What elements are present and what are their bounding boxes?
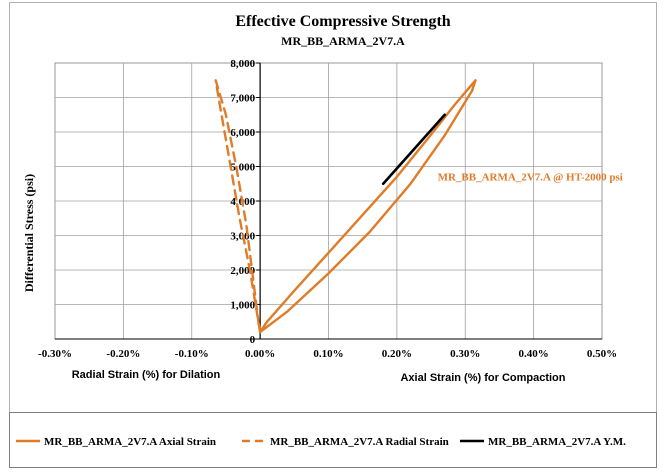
legend-box bbox=[9, 412, 657, 468]
x-tick-label: 0.40% bbox=[519, 348, 549, 360]
y-tick-label: 7,000 bbox=[230, 93, 255, 105]
legend-label-2: MR_BB_ARMA_2V7.A Radial Strain bbox=[270, 436, 449, 448]
x-axis-label-left: Radial Strain (%) for Dilation bbox=[72, 369, 221, 381]
plot-area: -0.30% -0.20% -0.10% 0.00% 0.10% 0.20% 0.30% 0.… bbox=[38, 58, 623, 360]
x-tick-label: 0.30% bbox=[450, 348, 480, 360]
y-tick-label: 5,000 bbox=[230, 162, 255, 174]
chart-subtitle: MR_BB_ARMA_2V7.A bbox=[281, 34, 405, 48]
x-tick-label: -0.10% bbox=[175, 348, 209, 360]
x-tick-label: -0.30% bbox=[38, 348, 72, 360]
x-tick-label: 0.00% bbox=[245, 348, 275, 360]
x-axis-label-right: Axial Strain (%) for Compaction bbox=[400, 372, 565, 384]
legend: MR_BB_ARMA_2V7.A Axial Strain MR_BB_ARMA_… bbox=[16, 436, 626, 448]
series-annotation: MR_BB_ARMA_2V7.A @ HT-2000 psi bbox=[438, 171, 623, 183]
legend-label-3: MR_BB_ARMA_2V7.A Y.M. bbox=[488, 436, 626, 448]
series-line-1 bbox=[258, 79, 477, 334]
series-line-3 bbox=[381, 113, 447, 186]
x-tick-label: 0.50% bbox=[587, 348, 617, 360]
chart-title: Effective Compressive Strength bbox=[235, 13, 450, 30]
x-tick-label: 0.20% bbox=[382, 348, 412, 360]
x-tick-label: -0.20% bbox=[106, 348, 140, 360]
legend-label-1: MR_BB_ARMA_2V7.A Axial Strain bbox=[44, 436, 216, 448]
y-axis-label: Differential Stress (psi) bbox=[22, 174, 36, 292]
y-tick-label: 8,000 bbox=[230, 58, 255, 70]
x-tick-label: 0.10% bbox=[313, 348, 343, 360]
series-line-2 bbox=[214, 79, 262, 334]
y-tick-label: 0 bbox=[250, 334, 256, 346]
y-tick-label: 1,000 bbox=[230, 300, 255, 312]
y-tick-label: 6,000 bbox=[230, 127, 255, 139]
